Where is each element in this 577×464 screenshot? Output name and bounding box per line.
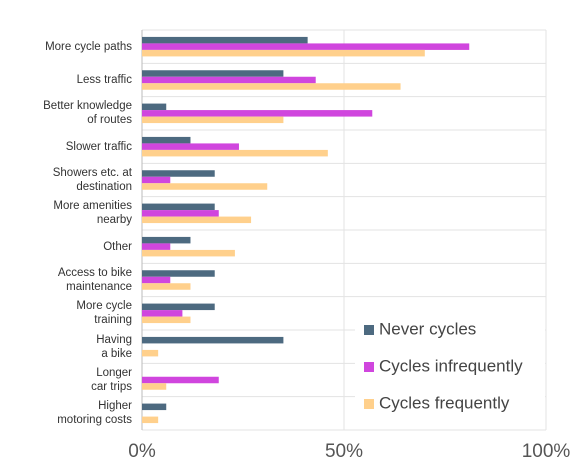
bar [142,236,191,244]
y-tick-label: Less traffic [76,74,132,86]
legend-box [355,310,545,422]
bar [142,270,215,277]
x-tick-label: 100% [522,441,571,462]
bar [142,49,425,57]
bar [142,210,219,217]
bar [142,336,284,344]
bar [142,136,191,144]
bar [142,243,171,250]
legend-swatch [364,399,374,409]
bar [142,403,167,411]
bar [142,149,328,157]
bar [142,103,167,111]
bar [142,249,235,257]
y-tick-label: Showers etc. at destination [52,167,132,193]
y-tick-label: Having a bike [96,333,132,360]
bar [142,110,373,117]
bar [142,183,268,190]
bar [142,143,239,150]
y-tick-label: Other [103,240,132,253]
legend-label: Cycles infrequently [379,356,523,375]
legend-label: Never cycles [379,319,476,338]
legend-swatch [364,325,374,335]
legend-label: Cycles frequently [379,393,510,412]
y-tick-label: Slower traffic [65,140,132,153]
bar [142,283,191,290]
y-tick-label: Longer car trips [91,367,132,393]
x-tick-label: 50% [325,441,363,462]
bar [142,43,470,50]
bar [142,176,171,184]
bar [142,70,284,77]
bar [142,383,167,390]
y-tick-label: Access to bike maintenance [57,267,132,293]
bar [142,376,219,384]
y-tick-label: More cycle training [76,300,132,327]
y-tick-label: More cycle paths [45,40,132,53]
bar [142,349,159,357]
bar [142,36,308,44]
legend-swatch [364,362,374,372]
y-tick-label: More amenities nearby [53,200,132,227]
y-tick-label: Better knowledge of routes [43,100,132,127]
bar [142,303,215,311]
x-tick-label: 0% [128,441,156,462]
bar [142,203,215,211]
bar [142,276,171,284]
bar [142,170,215,177]
bar [142,416,159,424]
bar [142,316,191,324]
bar [142,216,252,224]
bar [142,310,183,317]
bar [142,83,401,90]
bar [142,76,316,84]
y-tick-label: Higher motoring costs [57,400,132,427]
bar [142,116,284,124]
